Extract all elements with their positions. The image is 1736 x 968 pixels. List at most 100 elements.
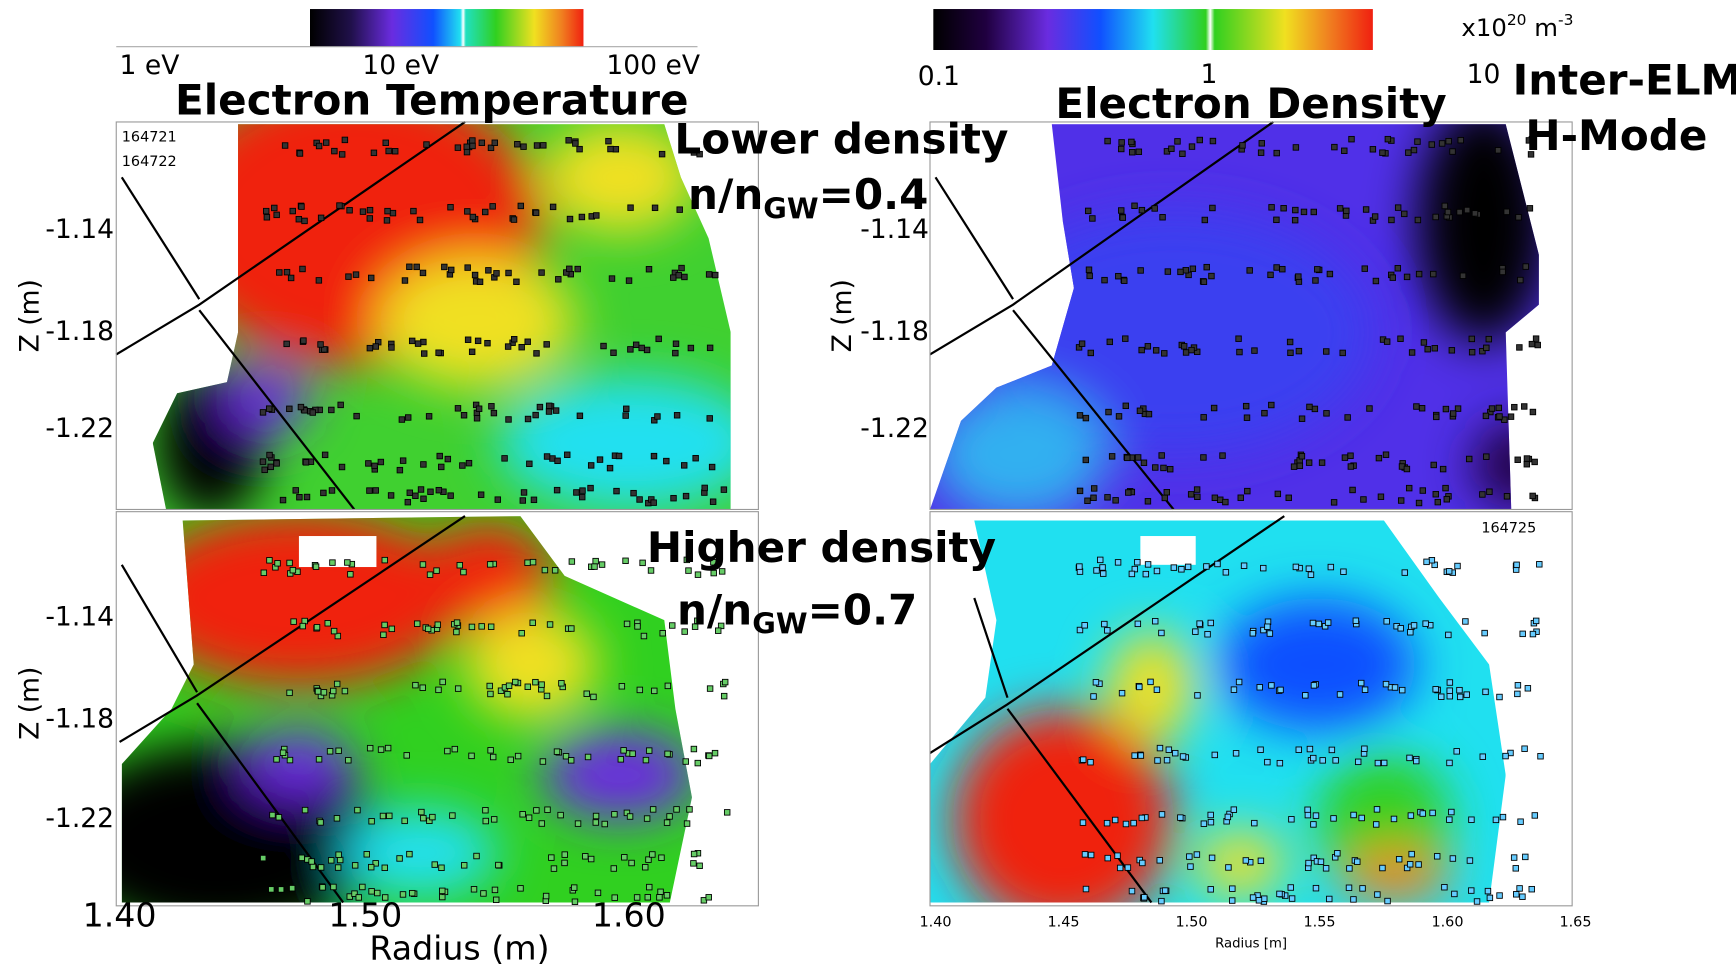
measurement-point: [1188, 346, 1195, 354]
measurement-point: [465, 459, 473, 467]
frames: [115, 121, 1573, 907]
measurement-point: [690, 745, 698, 753]
measurement-point: [286, 405, 293, 413]
measurement-point: [638, 344, 645, 352]
measurement-point: [259, 409, 267, 416]
measurement-point: [1119, 214, 1126, 221]
measurement-point: [1207, 886, 1214, 893]
measurement-point: [1373, 806, 1381, 813]
measurement-point: [1134, 620, 1142, 628]
measurement-point: [1443, 496, 1450, 503]
measurement-point: [404, 498, 412, 506]
measurement-point: [477, 491, 485, 498]
measurement-point: [454, 685, 462, 692]
measurement-point: [636, 496, 643, 503]
measurement-point: [1309, 619, 1317, 627]
measurement-point: [352, 271, 360, 278]
measurement-point: [1513, 561, 1520, 569]
measurement-point: [1193, 851, 1201, 858]
measurement-point: [542, 892, 550, 900]
measurement-point: [561, 859, 568, 867]
annotation: Higher density: [647, 523, 996, 572]
measurement-point: [1200, 820, 1208, 827]
measurement-point: [520, 143, 527, 150]
measurement-point: [1418, 405, 1426, 412]
measurement-point: [587, 462, 595, 469]
measurement-point: [1140, 459, 1148, 466]
measurement-point: [1457, 136, 1464, 144]
measurement-point: [1200, 278, 1208, 285]
measurement-point: [517, 202, 525, 210]
measurement-point: [439, 893, 446, 901]
measurement-point: [419, 684, 426, 691]
measurement-point: [1430, 270, 1437, 278]
measurement-point: [518, 343, 525, 351]
measurement-point: [263, 214, 271, 221]
measurement-point: [1454, 562, 1461, 570]
measurement-point: [377, 458, 385, 466]
measurement-point: [1494, 147, 1502, 154]
measurement-point: [492, 896, 500, 904]
measurement-point: [1230, 686, 1238, 693]
measurement-point: [1285, 494, 1292, 501]
measurement-point: [550, 865, 558, 872]
measurement-point: [1448, 808, 1455, 816]
measurement-point: [1350, 811, 1357, 819]
measurement-point: [283, 340, 290, 348]
measurement-point: [1170, 564, 1178, 571]
measurement-point: [706, 752, 713, 760]
measurement-point: [1276, 759, 1284, 767]
measurement-point: [1446, 692, 1454, 700]
x-tick-label: 1.50: [328, 895, 402, 934]
measurement-point: [447, 204, 454, 211]
measurement-point: [1257, 149, 1265, 156]
measurement-point: [320, 489, 327, 497]
measurement-point: [266, 451, 273, 459]
measurement-point: [334, 864, 342, 871]
measurement-point: [1174, 138, 1181, 145]
y-tick-label: -1.18: [45, 703, 114, 734]
measurement-point: [685, 567, 692, 574]
measurement-point: [456, 562, 463, 569]
measurement-point: [1207, 818, 1215, 826]
measurement-point: [1201, 216, 1209, 224]
measurement-point: [645, 747, 653, 754]
measurement-point: [1164, 268, 1172, 275]
measurement-point: [651, 204, 659, 212]
measurement-point: [1339, 349, 1346, 357]
measurement-point: [1292, 144, 1300, 151]
measurement-point: [1258, 140, 1265, 147]
measurement-point: [1224, 813, 1232, 821]
measurement-point: [1118, 139, 1125, 146]
measurement-points: [259, 135, 1544, 905]
measurement-point: [1482, 688, 1489, 696]
measurement-point: [1144, 343, 1152, 350]
measurement-point: [640, 632, 648, 640]
measurement-point: [401, 817, 408, 825]
measurement-point: [296, 150, 304, 157]
measurement-point: [1499, 813, 1507, 821]
measurement-point: [1537, 753, 1544, 760]
measurement-point: [320, 689, 328, 696]
measurement-point: [494, 496, 502, 503]
measurement-point: [650, 499, 657, 506]
measurement-point: [582, 853, 589, 860]
measurement-point: [1441, 884, 1448, 891]
measurement-point: [610, 865, 618, 872]
measurement-point: [1439, 465, 1447, 473]
measurement-point: [1260, 626, 1267, 634]
measurement-point: [1168, 145, 1175, 152]
measurement-point: [1124, 864, 1132, 871]
measurement-point: [612, 146, 620, 153]
measurement-point: [1305, 565, 1313, 572]
measurement-point: [663, 457, 670, 465]
measurement-point: [486, 682, 493, 690]
measurement-point: [304, 898, 311, 905]
measurement-point: [1182, 349, 1190, 356]
measurement-point: [1114, 852, 1121, 859]
measurement-point: [1415, 270, 1423, 278]
measurement-point: [1434, 498, 1442, 506]
measurement-point: [366, 487, 373, 494]
measurement-point: [335, 747, 342, 754]
measurement-point: [538, 820, 546, 827]
